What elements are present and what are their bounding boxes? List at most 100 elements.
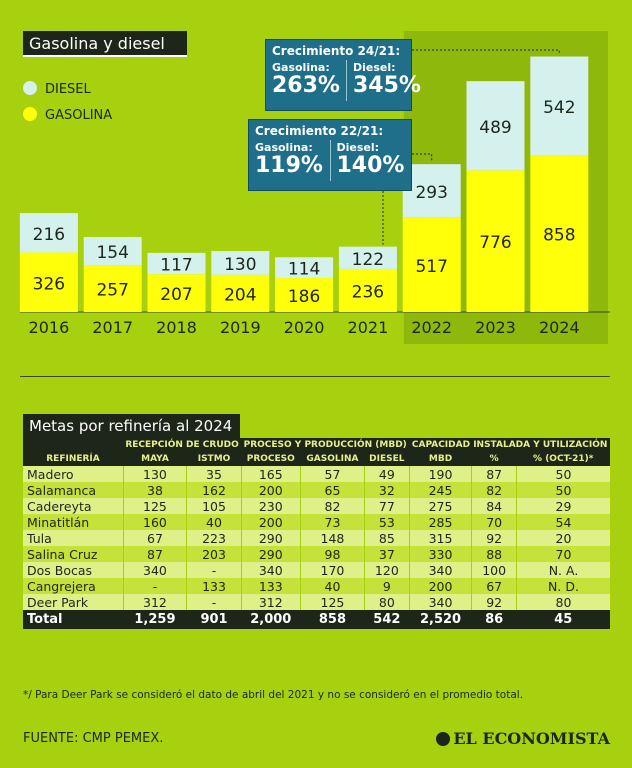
table-cell: 38 bbox=[122, 482, 187, 498]
table-cell: 312 bbox=[240, 594, 301, 610]
table-cell: 70 bbox=[516, 546, 610, 562]
table-row: Tula 67 223 290 148 85 315 92 20 bbox=[23, 530, 610, 546]
table-cell: 340 bbox=[408, 594, 472, 610]
bar-diesel bbox=[402, 164, 461, 218]
data-label-gasolina: 517 bbox=[415, 257, 447, 277]
bar-gasolina bbox=[275, 278, 334, 312]
refinery-name-cell: Tula bbox=[23, 530, 123, 546]
table-cell: 162 bbox=[186, 482, 242, 498]
bar-gasolina bbox=[338, 268, 397, 312]
data-label-diesel: 542 bbox=[543, 98, 575, 118]
table-cell: 29 bbox=[516, 498, 610, 514]
data-label-gasolina: 204 bbox=[224, 285, 256, 305]
x-tick-label: 2018 bbox=[156, 318, 197, 337]
data-label-gasolina: 207 bbox=[160, 285, 192, 305]
table-cell: 9 bbox=[363, 578, 410, 594]
table-cell: 50 bbox=[516, 482, 610, 498]
bar-diesel bbox=[275, 257, 334, 279]
bar-diesel bbox=[338, 246, 397, 269]
table-cell: 200 bbox=[408, 578, 472, 594]
table-cell: 20 bbox=[516, 530, 610, 546]
table-cell: 65 bbox=[299, 482, 365, 498]
table-cell: 67 bbox=[471, 578, 517, 594]
table-row: Salamanca 38 162 200 65 32 245 82 50 bbox=[23, 482, 610, 498]
table-header-diesel: DIESEL bbox=[364, 452, 410, 466]
refinery-name-cell: Salina Cruz bbox=[23, 546, 123, 562]
connector-24-21 bbox=[412, 49, 560, 55]
table-cell: 67 bbox=[122, 530, 187, 546]
table-cell: 82 bbox=[471, 482, 517, 498]
total-cell: 45 bbox=[516, 610, 610, 629]
x-tick-label: 2020 bbox=[284, 318, 325, 337]
table-cell: 315 bbox=[408, 530, 472, 546]
table-cell: 340 bbox=[408, 562, 472, 578]
table-cell: 80 bbox=[516, 594, 610, 610]
refinery-table: RECEPCIÓN DE CRUDO PROCESO Y PRODUCCIÓN … bbox=[23, 438, 610, 629]
x-tick-label: 2019 bbox=[220, 318, 261, 337]
table-cell: 77 bbox=[363, 498, 410, 514]
source: FUENTE: CMP PEMEX. bbox=[23, 731, 164, 746]
growth-24-21-die-label: Diesel: bbox=[352, 61, 396, 74]
x-tick-label: 2016 bbox=[29, 318, 70, 337]
table-cell: 100 bbox=[471, 562, 517, 578]
table-cell: N. D. bbox=[516, 578, 610, 594]
table-cell: 40 bbox=[299, 578, 365, 594]
data-label-gasolina: 326 bbox=[33, 274, 65, 294]
chart-title: Gasolina y diesel bbox=[23, 31, 187, 57]
table-cell: 133 bbox=[240, 578, 301, 594]
refinery-name-cell: Cangrejera bbox=[23, 578, 123, 594]
growth-22-21-header: Crecimiento 22/21: bbox=[255, 124, 384, 138]
bar-gasolina bbox=[402, 217, 461, 312]
bar-gasolina bbox=[211, 274, 270, 312]
table-cell: 230 bbox=[240, 498, 301, 514]
table-body: Madero 130 35 165 57 49 190 87 50 Salamanca 38 162 2… bbox=[23, 466, 610, 610]
x-tick-label: 2017 bbox=[92, 318, 133, 337]
table-header-pct-oct21: % (OCT-21)* bbox=[516, 452, 610, 466]
bar-diesel bbox=[211, 251, 270, 275]
data-label-gasolina: 186 bbox=[288, 287, 320, 307]
table-header-mbd: MBD bbox=[409, 452, 472, 466]
bar-gasolina bbox=[530, 155, 589, 312]
table-cell: 290 bbox=[240, 546, 301, 562]
bar-diesel bbox=[466, 81, 525, 171]
table-cell: 87 bbox=[122, 546, 187, 562]
bar-gasolina bbox=[147, 274, 206, 312]
table-cell: 190 bbox=[408, 466, 472, 482]
data-label-diesel: 216 bbox=[33, 225, 65, 245]
table-cell: 53 bbox=[363, 514, 410, 530]
table-cell: 245 bbox=[408, 482, 472, 498]
table-cell: 125 bbox=[299, 594, 365, 610]
table-header-istmo: ISTMO bbox=[186, 452, 242, 466]
growth-22-21-box: Crecimiento 22/21: Gasolina: 119% Diesel… bbox=[248, 119, 412, 191]
legend-diesel-swatch bbox=[23, 81, 37, 95]
data-label-gasolina: 236 bbox=[352, 282, 384, 302]
table-cell: - bbox=[186, 562, 242, 578]
refinery-name-cell: Minatitlán bbox=[23, 514, 123, 530]
total-cell: 1,259 bbox=[123, 610, 187, 629]
total-cell: 86 bbox=[471, 610, 517, 629]
data-label-gasolina: 776 bbox=[479, 233, 511, 253]
x-tick-label: 2022 bbox=[411, 318, 452, 337]
footnote: */ Para Deer Park se consideró el dato d… bbox=[23, 689, 524, 701]
data-label-diesel: 117 bbox=[160, 256, 192, 276]
data-label-diesel: 130 bbox=[224, 255, 256, 275]
legend-diesel: DIESEL bbox=[23, 81, 91, 97]
table-cell: 32 bbox=[363, 482, 410, 498]
table-cell: N. A. bbox=[516, 562, 610, 578]
table-row: Salina Cruz 87 203 290 98 37 330 88 70 bbox=[23, 546, 610, 562]
bar-diesel bbox=[530, 56, 589, 156]
table-cell: 340 bbox=[240, 562, 301, 578]
growth-24-21-box: Crecimiento 24/21: Gasolina: 263% Diesel… bbox=[265, 39, 421, 111]
table-header-proceso: PROCESO bbox=[241, 452, 301, 466]
bar-diesel bbox=[83, 236, 142, 266]
table-header-maya: MAYA bbox=[123, 452, 187, 466]
table-header-pct: % bbox=[471, 452, 517, 466]
table-cell: 340 bbox=[122, 562, 187, 578]
legend-gasolina-label: GASOLINA bbox=[45, 108, 113, 123]
table-cell: 54 bbox=[516, 514, 610, 530]
table-cell: 160 bbox=[122, 514, 187, 530]
brand-name: EL ECONOMISTA bbox=[453, 729, 610, 748]
x-tick-label: 2024 bbox=[539, 318, 580, 337]
data-label-diesel: 293 bbox=[415, 183, 447, 203]
refinery-name-cell: Cadereyta bbox=[23, 498, 123, 514]
